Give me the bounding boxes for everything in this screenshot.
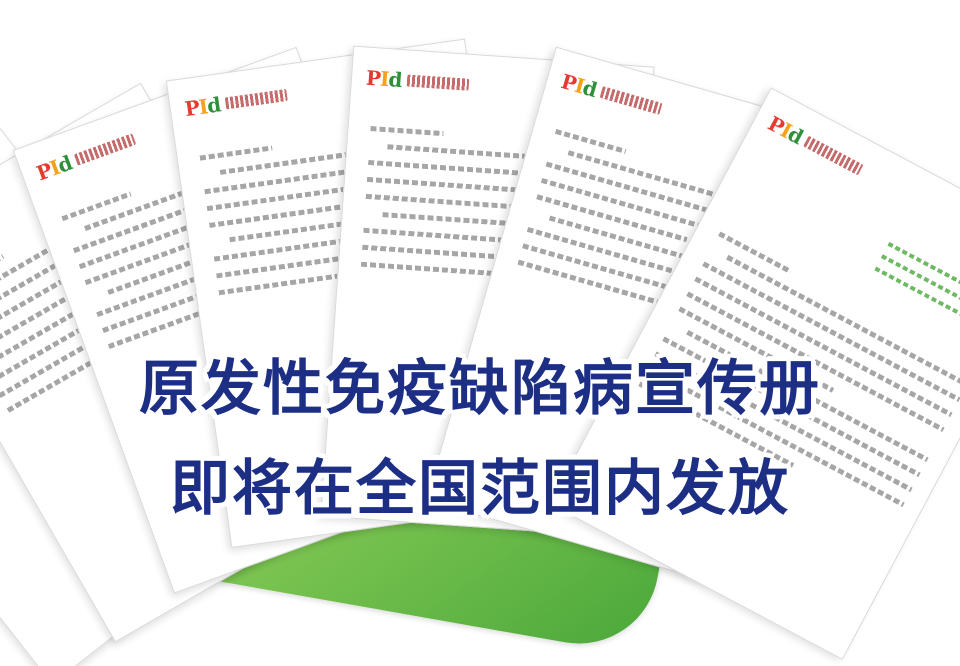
pid-logo: PId — [559, 69, 665, 121]
organization-logo — [599, 86, 663, 115]
pid-logo: PId — [33, 127, 138, 185]
pid-logo: PId — [764, 111, 867, 181]
organization-logo — [803, 135, 864, 176]
organization-logo — [74, 133, 137, 166]
pid-logo: PId — [183, 83, 289, 121]
organization-logo — [406, 74, 470, 91]
headline-line-2-wrap: 即将在全国范围内发放 — [0, 440, 960, 527]
headline-line-1: 原发性免疫缺陷病宣传册 — [139, 354, 821, 424]
headline-line-1-wrap: 原发性免疫缺陷病宣传册 — [0, 340, 960, 427]
headline-line-2: 即将在全国范围内发放 — [170, 454, 790, 524]
pid-logo: PId — [365, 66, 470, 97]
organization-logo — [225, 88, 289, 110]
